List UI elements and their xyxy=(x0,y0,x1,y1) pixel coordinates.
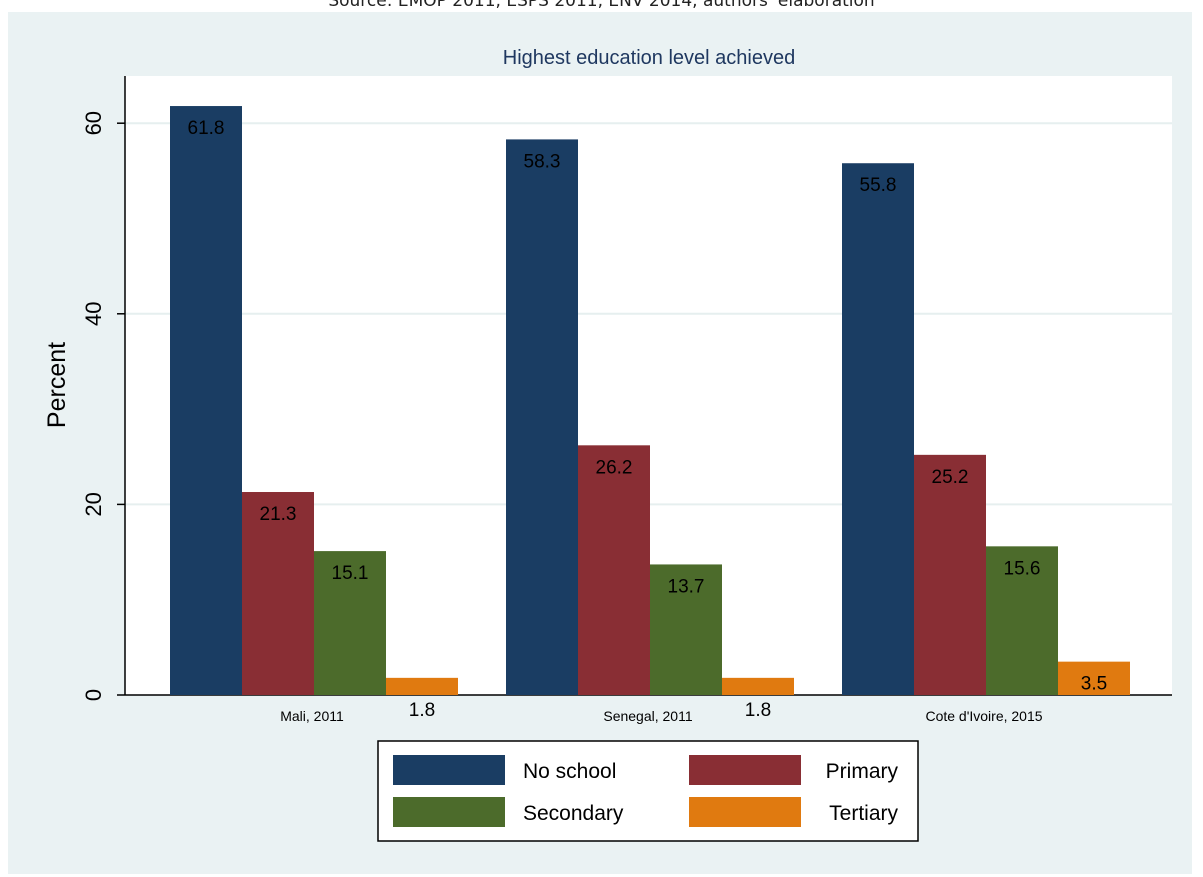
bar-value-label: 3.5 xyxy=(1081,674,1107,695)
bar-tertiary-1 xyxy=(386,677,458,695)
bar-value-label: 26.2 xyxy=(596,457,633,478)
bar-value-label: 15.6 xyxy=(1004,558,1041,579)
bar-no-school-2 xyxy=(506,139,578,695)
y-tick-label: 20 xyxy=(81,492,106,516)
y-tick-label: 0 xyxy=(81,689,106,701)
bar-value-label: 1.8 xyxy=(745,700,771,721)
x-tick-label: Cote d'Ivoire, 2015 xyxy=(925,708,1042,724)
bar-primary-2 xyxy=(578,445,650,695)
bar-value-label: 1.8 xyxy=(409,700,435,721)
x-axis-labels: Mali, 2011 Senegal, 2011 Cote d'Ivoire, 20… xyxy=(280,708,1043,724)
bar-no-school-1 xyxy=(170,106,242,695)
bars xyxy=(170,106,1130,695)
bar-tertiary-3 xyxy=(1058,661,1130,695)
bar-secondary-2 xyxy=(650,564,722,695)
legend-swatch-secondary xyxy=(393,797,505,827)
legend-label-tertiary: Tertiary xyxy=(829,802,898,825)
bar-value-label: 25.2 xyxy=(932,467,969,488)
bar-secondary-1 xyxy=(314,551,386,695)
bar-value-label: 58.3 xyxy=(524,151,561,172)
bar-value-labels: 61.8 21.3 15.1 1.8 58.3 26.2 13.7 1.8 55.8 25.2 15… xyxy=(188,118,1108,721)
bar-no-school-3 xyxy=(842,163,914,695)
y-tick-label: 60 xyxy=(81,111,106,135)
bar-value-label: 61.8 xyxy=(188,118,225,139)
y-tick-label: 40 xyxy=(81,302,106,326)
bar-value-label: 13.7 xyxy=(668,576,705,597)
legend-items: No school Primary Secondary Tertiary xyxy=(393,755,898,827)
x-tick-label: Senegal, 2011 xyxy=(603,708,692,724)
bar-secondary-3 xyxy=(986,546,1058,695)
legend-label-primary: Primary xyxy=(826,760,899,783)
legend: No school Primary Secondary Tertiary xyxy=(377,740,919,842)
bar-value-label: 15.1 xyxy=(332,563,369,584)
bar-value-label: 21.3 xyxy=(260,504,297,525)
x-tick-label: Mali, 2011 xyxy=(280,708,344,724)
bar-tertiary-2 xyxy=(722,677,794,695)
legend-swatch-no-school xyxy=(393,755,505,785)
legend-swatch-tertiary xyxy=(689,797,801,827)
bar-primary-1 xyxy=(242,492,314,695)
legend-label-secondary: Secondary xyxy=(523,802,624,825)
bar-value-label: 55.8 xyxy=(860,175,897,196)
chart-title: Highest education level achieved xyxy=(503,47,795,69)
legend-swatch-primary xyxy=(689,755,801,785)
y-axis-title: Percent xyxy=(43,342,71,428)
legend-label-no-school: No school xyxy=(523,760,616,783)
bar-primary-3 xyxy=(914,454,986,695)
y-axis-ticks: 0 20 40 60 xyxy=(81,111,125,701)
source-note: Source: EMOP 2011, ESPS 2011, ENV 2014, … xyxy=(328,0,875,11)
